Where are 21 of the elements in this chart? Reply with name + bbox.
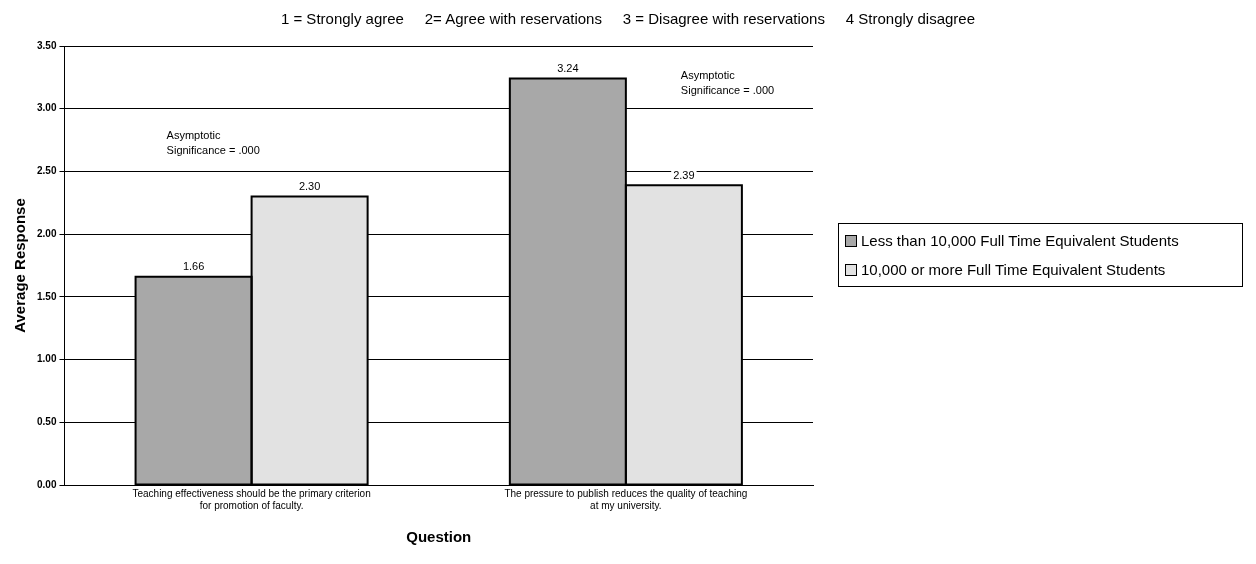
data-label: 2.30 (298, 180, 321, 193)
legend-label: Less than 10,000 Full Time Equivalent Students (861, 232, 1179, 249)
y-axis-title: Average Response (11, 198, 29, 333)
annotation: Asymptotic Significance = .000 (680, 69, 775, 97)
data-label: 3.24 (557, 62, 579, 75)
data-label: 1.66 (182, 260, 205, 273)
legend-label: 10,000 or more Full Time Equivalent Students (861, 261, 1166, 278)
data-label: 2.39 (673, 168, 695, 181)
y-tick-label: 3.50 (36, 39, 57, 51)
chart-title: 1 = Strongly agree 2= Agree with reservations 3 = Disagree with reservations 4 Strongly disagree (279, 9, 977, 29)
y-tick-label: 3.00 (36, 102, 57, 114)
y-tick-label: 0.00 (36, 478, 57, 490)
y-tick-label: 2.00 (36, 227, 57, 239)
x-tick-label: The pressure to publish reduces the quality of teaching at my university. (504, 487, 748, 511)
x-axis-title: Question (406, 528, 472, 546)
annotation: Asymptotic Significance = .000 (166, 129, 260, 157)
y-tick-label: 1.50 (36, 290, 57, 302)
y-tick-label: 0.50 (36, 416, 57, 428)
y-tick-label: 1.00 (36, 353, 57, 365)
x-tick-label: Teaching effectiveness should be the primary criterion for promotion of faculty. (132, 487, 371, 511)
y-tick-label: 2.50 (36, 165, 57, 177)
